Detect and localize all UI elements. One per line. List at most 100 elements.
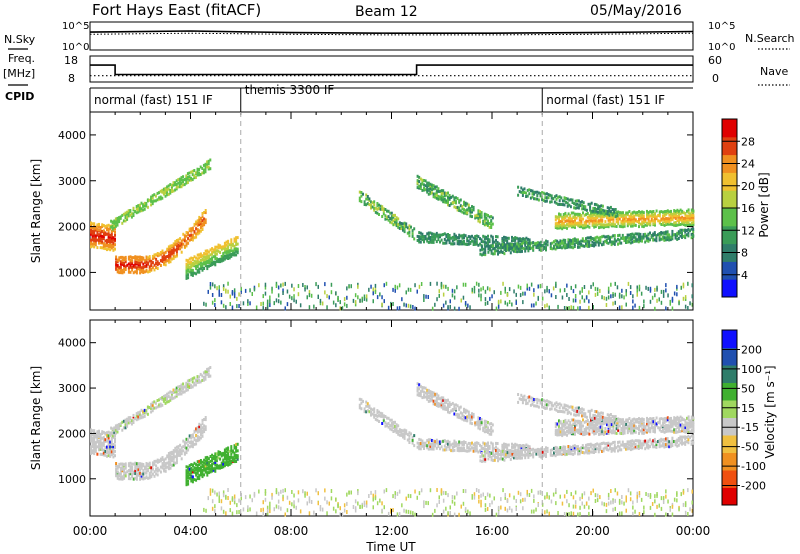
velocity-echo — [599, 445, 602, 449]
power-echo — [588, 225, 591, 229]
power-echo — [559, 241, 562, 245]
power-echo — [195, 235, 198, 239]
power-echo — [437, 189, 440, 193]
velocity-echo — [373, 415, 376, 419]
power-echo — [114, 227, 116, 231]
power-echo — [421, 232, 424, 236]
power-echo — [202, 163, 205, 167]
power-echo — [531, 189, 534, 193]
power-echo — [204, 221, 207, 225]
power-echo — [211, 261, 214, 265]
power-echo — [511, 246, 514, 249]
velocity-echo — [198, 474, 201, 478]
power-echo — [180, 185, 183, 189]
power-echo — [642, 211, 645, 215]
power-echo — [188, 265, 191, 269]
power-echo — [567, 238, 570, 242]
velocity-echo — [668, 442, 671, 446]
power-echo — [437, 187, 440, 191]
power-echo — [554, 218, 557, 222]
power-echo — [101, 235, 104, 238]
velocity-echo — [506, 443, 509, 447]
velocity-echo — [175, 394, 178, 398]
velocity-echo — [589, 445, 592, 449]
power-echo — [564, 211, 567, 215]
velocity-echo — [166, 392, 169, 396]
velocity-echo — [435, 446, 438, 450]
velocity-echo — [99, 432, 102, 436]
power-echo — [101, 246, 104, 250]
velocity-echo — [487, 444, 489, 448]
power-echo — [326, 305, 328, 310]
power-echo — [107, 237, 110, 241]
velocity-echo — [665, 445, 667, 448]
power-echo — [466, 211, 469, 215]
power-echo — [689, 229, 691, 233]
power-echo — [564, 224, 567, 228]
power-echo — [112, 245, 115, 249]
velocity-echo — [450, 403, 453, 406]
power-echo — [381, 295, 383, 300]
power-echo — [438, 289, 440, 294]
velocity-echo — [202, 376, 205, 379]
power-echo — [657, 219, 660, 223]
power-echo — [497, 304, 500, 309]
velocity-echo — [187, 482, 190, 486]
power-echo — [112, 241, 115, 245]
power-echo — [567, 216, 570, 220]
power-echo — [645, 238, 648, 242]
velocity-echo — [148, 476, 151, 480]
power-echo — [479, 212, 481, 216]
power-echo — [466, 208, 469, 212]
velocity-echo — [191, 442, 194, 446]
velocity-echo — [509, 452, 512, 456]
power-echo — [418, 180, 421, 183]
velocity-echo — [163, 460, 166, 463]
power-echo — [553, 200, 556, 204]
velocity-echo — [437, 404, 440, 408]
velocity-echo — [590, 421, 592, 425]
velocity-echo — [378, 414, 380, 418]
power-echo — [127, 255, 130, 259]
power-echo — [524, 241, 527, 245]
power-echo — [508, 287, 511, 292]
power-echo — [93, 245, 96, 249]
velocity-echo — [625, 418, 628, 422]
power-echo — [116, 216, 119, 220]
power-echo — [608, 206, 611, 210]
power-echo — [532, 248, 535, 252]
power-echo — [236, 304, 238, 309]
velocity-echo — [376, 414, 379, 418]
velocity-echo — [418, 437, 421, 441]
velocity-echo — [156, 469, 159, 473]
power-echo — [196, 223, 199, 227]
velocity-echo — [156, 405, 159, 409]
power-echo — [626, 233, 629, 237]
velocity-echo — [633, 446, 635, 450]
velocity-echo — [488, 422, 491, 426]
velocity-echo — [427, 440, 430, 444]
power-echo — [557, 246, 560, 249]
power-echo — [581, 203, 584, 207]
power-echo — [416, 179, 419, 183]
velocity-echo — [485, 451, 488, 455]
power-echo — [525, 241, 528, 245]
velocity-echo — [427, 391, 430, 395]
power-echo — [691, 283, 693, 288]
velocity-echo — [137, 465, 140, 469]
power-echo — [247, 301, 249, 306]
power-echo — [474, 240, 477, 244]
velocity-echo — [620, 421, 623, 424]
power-echo — [440, 196, 443, 200]
power-echo — [483, 235, 486, 239]
power-echo — [366, 197, 369, 201]
velocity-echo — [123, 473, 126, 477]
power-echo — [488, 240, 491, 244]
power-echo — [110, 225, 113, 229]
velocity-echo — [565, 452, 568, 456]
velocity-echo — [102, 453, 105, 457]
velocity-echo — [171, 464, 174, 468]
velocity-echo — [467, 413, 470, 417]
power-echo — [148, 198, 151, 202]
power-echo — [630, 220, 632, 224]
